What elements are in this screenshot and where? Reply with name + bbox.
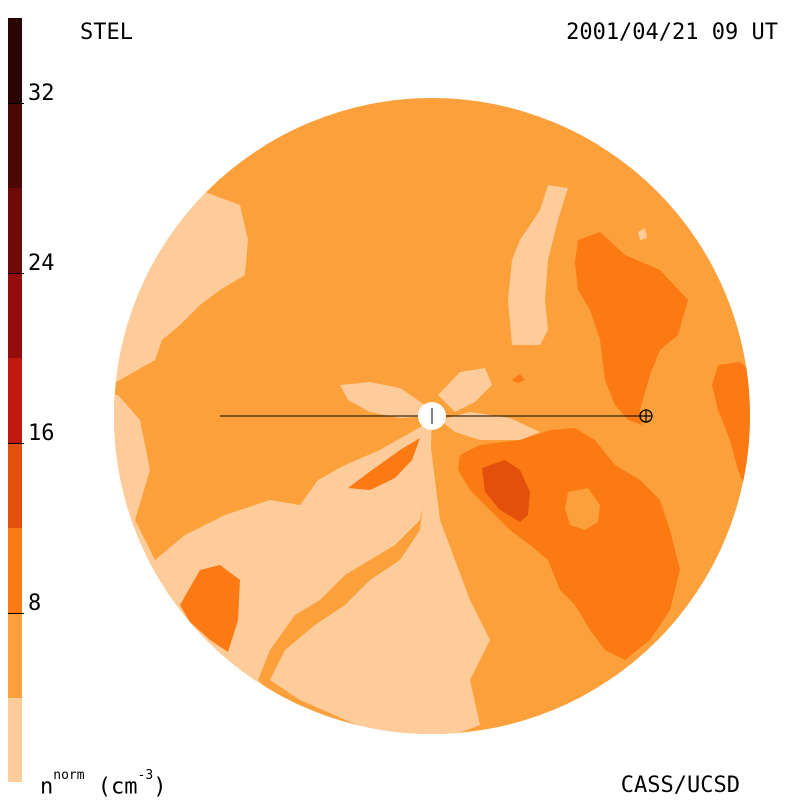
colorbar-level — [8, 358, 22, 443]
credit-label: CASS/UCSD — [620, 773, 740, 798]
colorbar-tick-mark — [8, 613, 24, 614]
earth-icon — [639, 409, 653, 423]
light-patch-near-sun — [340, 382, 432, 418]
light-region-south — [270, 440, 490, 734]
light-hole-southeast — [565, 488, 600, 530]
light-region-north — [508, 185, 568, 345]
colorbar-unit-label: nnorm (cm-3) — [40, 768, 167, 800]
colorbar-tick-label: 32 — [28, 81, 55, 106]
colorbar-level — [8, 698, 22, 782]
colorbar-level — [8, 188, 22, 273]
mid-region-southwest — [180, 565, 240, 652]
density-disk — [114, 98, 750, 734]
datetime-label: 2001/04/21 09 UT — [566, 20, 778, 45]
colorbar-level — [8, 18, 22, 103]
colorbar-level — [8, 613, 22, 698]
colorbar-tick-label: 16 — [28, 421, 55, 446]
colorbar — [8, 18, 22, 782]
mid-patch-north — [512, 374, 525, 383]
colorbar-tick-mark — [8, 273, 24, 274]
instrument-label: STEL — [80, 20, 133, 45]
light-patch-near-sun — [438, 368, 492, 412]
colorbar-tick-label: 24 — [28, 251, 55, 276]
light-patch-near-sun — [440, 412, 540, 440]
mid-patch-near-sun — [348, 438, 420, 490]
colorbar-level — [8, 443, 22, 528]
mid-region-east — [575, 232, 688, 425]
light-patch-north-edge — [638, 228, 647, 240]
colorbar-tick-mark — [8, 103, 24, 104]
colorbar-tick-mark — [8, 443, 24, 444]
colorbar-level — [8, 528, 22, 613]
colorbar-level — [8, 103, 22, 188]
colorbar-level — [8, 273, 22, 358]
colorbar-tick-label: 8 — [28, 591, 42, 616]
dark-region-southeast — [482, 460, 530, 522]
